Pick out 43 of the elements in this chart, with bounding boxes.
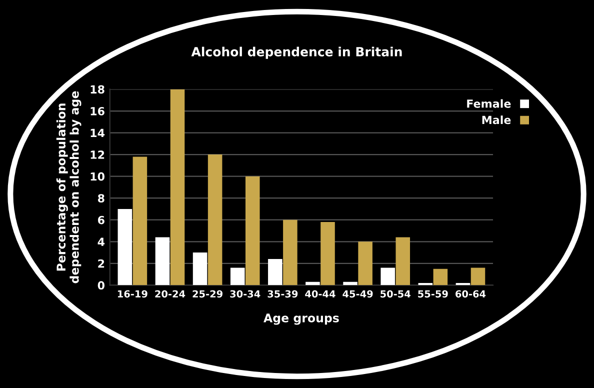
bar	[208, 154, 222, 286]
x-tick-label: 25-29	[192, 290, 222, 298]
bar	[433, 268, 448, 286]
y-tick-label: 8	[98, 194, 104, 202]
y-tick-label: 10	[90, 172, 104, 181]
x-tick-label: 60-64	[456, 290, 486, 298]
y-axis-title: Percentage of population dependent on alcohol by age	[56, 91, 82, 284]
bar	[268, 259, 282, 286]
y-tick-label: 6	[98, 216, 104, 224]
x-tick-label: 45-49	[342, 290, 373, 298]
y-tick-label: 0	[98, 281, 104, 290]
bar	[343, 282, 358, 286]
bar	[118, 208, 132, 286]
y-tick-label: 12	[90, 150, 104, 159]
bar	[132, 156, 148, 286]
y-tick-label: 2	[98, 259, 104, 268]
bar	[155, 237, 170, 286]
y-tick-label: 18	[90, 85, 104, 94]
bar	[396, 237, 410, 286]
bar	[320, 222, 335, 286]
bar	[170, 89, 185, 286]
bar	[470, 268, 486, 286]
y-tick-label: 16	[90, 106, 104, 116]
bar	[283, 220, 298, 286]
chart-title: Alcohol dependence in Britain	[191, 46, 402, 59]
legend-label: Male	[482, 116, 511, 124]
bar	[245, 176, 260, 286]
x-tick-label: 50-54	[380, 290, 410, 298]
x-tick-label: 40-44	[305, 290, 336, 298]
y-tick-label: 4	[98, 238, 105, 246]
x-tick-label: 35-39	[268, 290, 298, 298]
bar	[192, 252, 208, 286]
y-tick-label: 14	[90, 128, 105, 138]
bar	[380, 268, 395, 286]
x-tick-label: 30-34	[230, 290, 260, 298]
x-axis-title: Age groups	[264, 314, 339, 325]
legend-label: Female	[467, 99, 511, 108]
bar	[358, 242, 372, 286]
x-tick-label: 55-59	[418, 290, 448, 298]
x-tick-label: 20-24	[155, 290, 186, 298]
bar	[230, 268, 245, 286]
bar	[306, 282, 320, 286]
x-tick-label: 16-19	[118, 290, 148, 298]
